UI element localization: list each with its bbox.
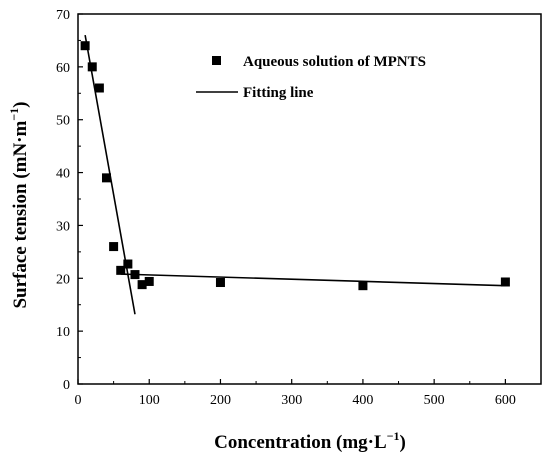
data-point bbox=[87, 62, 97, 72]
legend-label-scatter: Aqueous solution of MPNTS bbox=[243, 54, 426, 70]
y-tick-label: 10 bbox=[56, 325, 70, 340]
y-tick-label: 20 bbox=[56, 272, 70, 287]
y-tick-label: 40 bbox=[56, 167, 70, 182]
x-tick-label: 0 bbox=[75, 393, 82, 408]
data-point bbox=[130, 270, 140, 280]
axis-ticks: 0 100 200 300 400 500 600 0 10 20 30 40 50 60 70 bbox=[56, 8, 516, 408]
x-axis-label-main: Concentration (mg·L bbox=[214, 432, 387, 453]
data-point bbox=[109, 242, 119, 252]
legend: Aqueous solution of MPNTS Fitting line bbox=[196, 54, 426, 101]
x-tick-label: 100 bbox=[139, 393, 160, 408]
x-axis-label-sup: −1 bbox=[387, 429, 400, 443]
y-tick-label: 50 bbox=[56, 114, 70, 129]
y-tick-label: 70 bbox=[56, 8, 70, 23]
data-point bbox=[215, 278, 225, 288]
data-point bbox=[123, 259, 133, 269]
y-axis-label-main: Surface tension (mN·m bbox=[10, 120, 31, 308]
data-point bbox=[116, 265, 126, 275]
data-points bbox=[80, 41, 510, 291]
fitting-lines bbox=[84, 35, 506, 315]
legend-marker-scatter bbox=[212, 56, 221, 65]
fitting-line-segment-2 bbox=[120, 273, 506, 287]
data-point bbox=[94, 83, 104, 93]
y-axis-label-sup: −1 bbox=[7, 108, 21, 121]
y-axis-label-close: ) bbox=[10, 101, 31, 107]
data-point bbox=[144, 276, 154, 286]
x-axis-label-close: ) bbox=[400, 432, 406, 453]
x-tick-label: 600 bbox=[495, 393, 516, 408]
y-tick-label: 0 bbox=[63, 378, 70, 393]
y-tick-label: 30 bbox=[56, 219, 70, 234]
x-tick-label: 200 bbox=[210, 393, 231, 408]
data-point bbox=[500, 277, 510, 287]
legend-label-fit: Fitting line bbox=[243, 85, 314, 101]
data-point bbox=[137, 280, 147, 290]
x-tick-label: 300 bbox=[281, 393, 302, 408]
y-tick-label: 60 bbox=[56, 61, 70, 76]
plot-frame bbox=[77, 13, 542, 385]
x-tick-label: 400 bbox=[352, 393, 373, 408]
data-point bbox=[358, 281, 368, 291]
x-axis-label: Concentration (mg·L−1) bbox=[214, 429, 406, 453]
data-point bbox=[80, 41, 90, 51]
y-axis-label: Surface tension (mN·m−1) bbox=[7, 101, 31, 308]
x-tick-label: 500 bbox=[424, 393, 445, 408]
data-point bbox=[101, 173, 111, 183]
